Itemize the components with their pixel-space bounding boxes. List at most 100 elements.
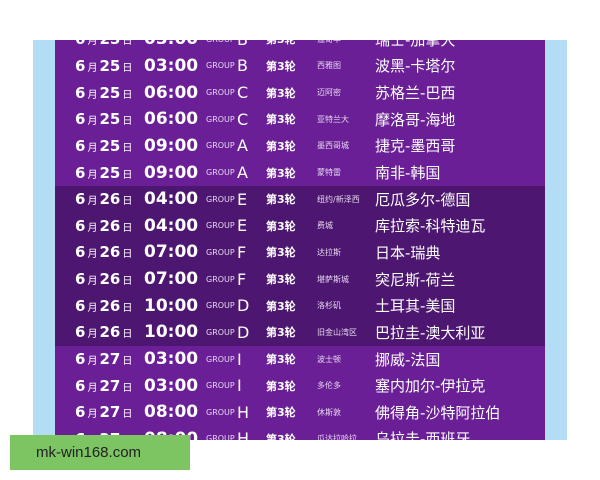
month-label: 月 — [87, 222, 98, 234]
month: 6 — [75, 163, 86, 182]
match-time: 09:00 — [144, 162, 199, 183]
venue: 休斯敦 — [317, 407, 341, 417]
day-label: 日 — [122, 89, 133, 101]
match-time: 06:00 — [144, 109, 199, 130]
group-label: GROUP — [206, 407, 235, 417]
match-row: 6 月 25 日 06:00 GROUP C 第3轮 亚特兰大 摩洛哥-海地 — [55, 106, 545, 133]
match-row: 6 月 26 日 04:00 GROUP E 第3轮 纽约/新泽西 厄瓜多尔-德国 — [55, 185, 545, 213]
month-label: 月 — [87, 409, 98, 421]
month: 6 — [75, 56, 86, 75]
group-label: GROUP — [206, 168, 235, 178]
group-label: GROUP — [206, 194, 235, 204]
venue: 旧金山湾区 — [317, 327, 357, 337]
month: 6 — [75, 350, 86, 368]
match-time: 10:00 — [144, 322, 199, 343]
month-label: 月 — [87, 356, 98, 367]
round: 第3轮 — [266, 326, 296, 340]
day-label: 日 — [122, 302, 133, 314]
month: 6 — [75, 136, 86, 155]
match-schedule-board: 6月25日03:00GROUPB第3轮温哥华瑞士-加拿大6月25日03:00GR… — [55, 40, 545, 440]
month-label: 月 — [87, 302, 98, 314]
round: 第3轮 — [266, 299, 296, 313]
match-teams: 南非-韩国 — [375, 164, 441, 183]
month: 6 — [75, 403, 86, 422]
match-date: 6 月 26 日 — [75, 323, 134, 341]
match-teams: 苏格兰-巴西 — [375, 84, 456, 103]
day: 27 — [99, 430, 120, 440]
day: 26 — [99, 296, 121, 315]
day: 25 — [99, 110, 121, 129]
month: 6 — [75, 216, 86, 235]
month-label: 月 — [87, 142, 98, 154]
day-label: 日 — [122, 196, 133, 208]
day: 25 — [99, 163, 121, 182]
day: 27 — [99, 350, 121, 368]
group-label: GROUP — [206, 381, 235, 391]
match-teams: 突尼斯-荷兰 — [375, 270, 456, 289]
match-row: 6 月 27 日 03:00 GROUP I 第3轮 多伦多 塞内加尔-伊拉克 — [55, 372, 545, 399]
round: 第3轮 — [266, 379, 296, 393]
month-label: 月 — [87, 169, 98, 181]
day: 26 — [99, 190, 121, 209]
venue: 洛杉矶 — [317, 301, 341, 311]
month-label: 月 — [87, 62, 98, 74]
day-label: 日 — [122, 249, 133, 261]
group-label: GROUP — [206, 301, 235, 311]
venue: 波士顿 — [317, 354, 341, 364]
match-date: 6 月 26 日 — [75, 243, 134, 261]
day-label: 日 — [122, 276, 133, 288]
day-label: 日 — [122, 142, 133, 154]
match-time: 07:00 — [144, 242, 199, 263]
group-letter: D — [237, 296, 250, 316]
match-row: 6 月 25 日 09:00 GROUP A 第3轮 蒙特雷 南非-韩国 — [55, 159, 545, 186]
day: 27 — [99, 376, 121, 395]
month: 6 — [75, 243, 86, 262]
day-label: 日 — [122, 329, 133, 341]
match-time: 03:00 — [144, 375, 199, 396]
match-time: 03:00 — [144, 40, 198, 49]
month: 6 — [75, 83, 86, 102]
match-row: 6 月 27 日 03:00 GROUP I 第3轮 波士顿 挪威-法国 — [55, 346, 545, 373]
month-label: 月 — [87, 89, 98, 101]
month-label: 月 — [87, 116, 98, 128]
venue: 蒙特雷 — [317, 168, 341, 178]
day: 25 — [99, 56, 121, 75]
venue: 纽约/新泽西 — [317, 194, 360, 204]
venue: 温哥华 — [317, 40, 341, 45]
match-time: 03:00 — [144, 55, 199, 76]
group-letter: F — [237, 242, 247, 262]
venue: 亚特兰大 — [317, 114, 349, 124]
match-teams: 乌拉圭-西班牙 — [375, 430, 471, 440]
day-label: 日 — [122, 382, 133, 394]
match-date: 6 月 26 日 — [75, 297, 134, 315]
round: 第3轮 — [266, 246, 296, 260]
match-teams: 佛得角-沙特阿拉伯 — [375, 403, 501, 422]
group-label: GROUP — [206, 247, 235, 257]
match-row: 6 月 26 日 10:00 GROUP D 第3轮 旧金山湾区 巴拉圭-澳大利亚 — [55, 319, 545, 346]
group-letter: B — [237, 56, 248, 76]
match-date: 6 月 26 日 — [75, 190, 134, 208]
group-letter: I — [237, 349, 242, 369]
match-row: 6 月 26 日 07:00 GROUP F 第3轮 堪萨斯城 突尼斯-荷兰 — [55, 265, 545, 293]
venue: 瓜达拉哈拉 — [317, 434, 357, 440]
month-label: 月 — [87, 276, 98, 288]
match-time: 10:00 — [144, 295, 199, 316]
day-label: 日 — [122, 409, 133, 421]
venue: 墨西哥城 — [317, 141, 349, 151]
match-teams: 瑞士-加拿大 — [375, 40, 455, 50]
round: 第3轮 — [266, 353, 296, 366]
day-label: 日 — [122, 356, 133, 367]
month: 6 — [75, 190, 86, 209]
month: 6 — [75, 40, 85, 48]
venue: 迈阿密 — [317, 88, 341, 98]
round: 第3轮 — [266, 432, 296, 440]
match-date: 6 月 26 日 — [75, 270, 134, 288]
group-letter: C — [237, 109, 249, 129]
match-time: 04:00 — [144, 189, 199, 210]
match-list: 6月25日03:00GROUPB第3轮温哥华瑞士-加拿大6月25日03:00GR… — [55, 40, 545, 440]
